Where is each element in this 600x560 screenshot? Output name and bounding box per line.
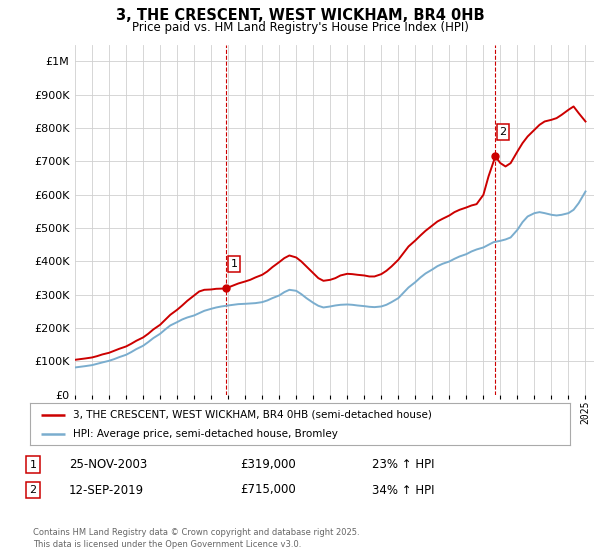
- Text: 3, THE CRESCENT, WEST WICKHAM, BR4 0HB (semi-detached house): 3, THE CRESCENT, WEST WICKHAM, BR4 0HB (…: [73, 409, 432, 419]
- Text: 12-SEP-2019: 12-SEP-2019: [69, 483, 144, 497]
- Text: 23% ↑ HPI: 23% ↑ HPI: [372, 458, 434, 472]
- Text: 2: 2: [29, 485, 37, 495]
- Text: £319,000: £319,000: [240, 458, 296, 472]
- Text: 3, THE CRESCENT, WEST WICKHAM, BR4 0HB: 3, THE CRESCENT, WEST WICKHAM, BR4 0HB: [116, 8, 484, 24]
- Text: 1: 1: [29, 460, 37, 470]
- Text: 1: 1: [231, 259, 238, 269]
- Text: HPI: Average price, semi-detached house, Bromley: HPI: Average price, semi-detached house,…: [73, 429, 338, 439]
- Text: 25-NOV-2003: 25-NOV-2003: [69, 458, 147, 472]
- Text: £715,000: £715,000: [240, 483, 296, 497]
- Text: Contains HM Land Registry data © Crown copyright and database right 2025.
This d: Contains HM Land Registry data © Crown c…: [33, 528, 359, 549]
- Text: Price paid vs. HM Land Registry's House Price Index (HPI): Price paid vs. HM Land Registry's House …: [131, 21, 469, 34]
- Text: 2: 2: [500, 127, 506, 137]
- Text: 34% ↑ HPI: 34% ↑ HPI: [372, 483, 434, 497]
